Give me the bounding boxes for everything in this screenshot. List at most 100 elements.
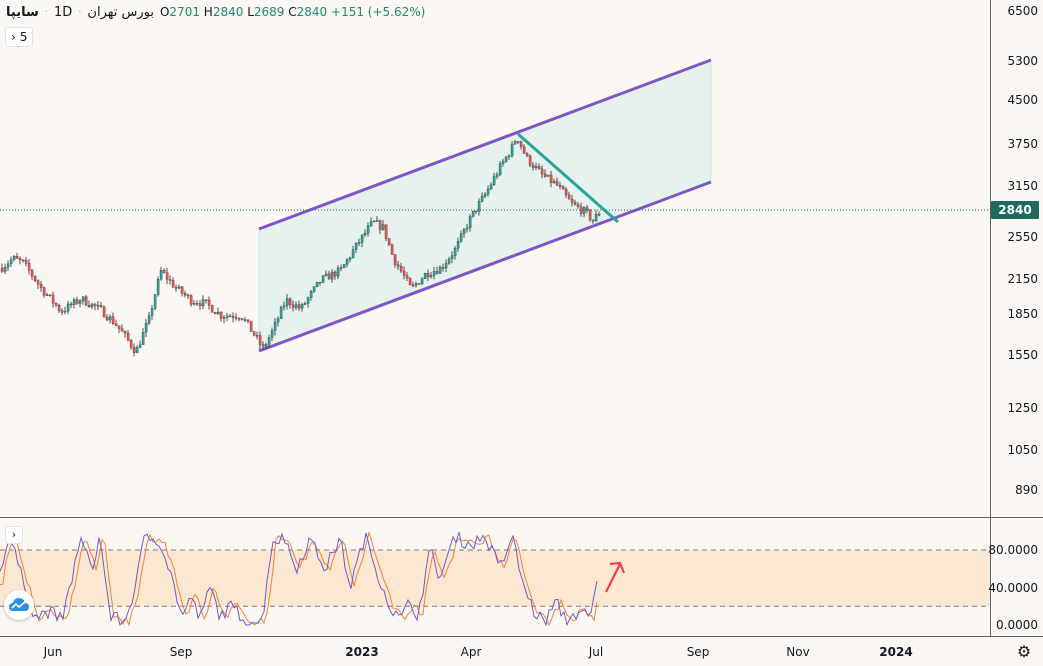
candle-up xyxy=(138,344,142,348)
candle-up xyxy=(153,294,157,309)
candle-up xyxy=(459,233,463,242)
candle-down xyxy=(570,199,574,203)
candle-up xyxy=(429,275,433,278)
candle-up xyxy=(312,286,316,292)
candle-down xyxy=(69,303,73,306)
candle-down xyxy=(558,184,562,187)
candle-down xyxy=(519,141,523,147)
candle-up xyxy=(483,193,487,197)
candle-down xyxy=(411,284,415,287)
candle-down xyxy=(318,281,322,284)
candle-down xyxy=(540,168,544,175)
candle-down xyxy=(114,323,118,326)
candle-up xyxy=(477,201,481,212)
candle-up xyxy=(192,303,196,305)
candle-down xyxy=(195,303,199,305)
candle-up xyxy=(513,141,517,145)
oscillator-axis[interactable]: 80.0000 40.0000 0.0000 xyxy=(988,518,1043,636)
candle-down xyxy=(84,296,88,306)
candle-up xyxy=(498,163,502,175)
price-tick-label: 1050 xyxy=(1007,443,1038,457)
candle-up xyxy=(510,143,514,157)
candle-up xyxy=(201,299,205,307)
last-price-label: 2840 xyxy=(991,201,1039,219)
time-axis[interactable]: Jun Sep 2023 Apr Jul Sep Nov 2024 xyxy=(0,636,1043,666)
candle-down xyxy=(99,305,103,307)
stochastic-oscillator[interactable] xyxy=(0,518,990,636)
candle-up xyxy=(468,216,472,229)
candle-down xyxy=(531,164,535,168)
price-tick-label: 890 xyxy=(1015,483,1038,497)
candle-up xyxy=(147,315,151,324)
candle-down xyxy=(261,344,265,347)
stochastic-pane[interactable] xyxy=(0,518,990,636)
candle-up xyxy=(135,347,139,353)
candle-up xyxy=(78,300,82,304)
indicators-collapse-button[interactable]: › 5 xyxy=(5,27,34,47)
channel-fill xyxy=(259,60,711,351)
candle-down xyxy=(36,280,40,285)
candle-down xyxy=(75,299,79,304)
time-tick-label: Jul xyxy=(588,645,604,659)
candle-down xyxy=(228,315,232,318)
channel-upper-line xyxy=(258,58,712,231)
candle-down xyxy=(168,279,172,281)
price-axis[interactable]: 6500 5300 4500 3750 3150 2550 2150 1850 1550 1250… xyxy=(990,0,1043,517)
tradingview-logo-icon[interactable] xyxy=(4,590,34,620)
candle-down xyxy=(240,318,244,320)
candle-down xyxy=(231,316,235,318)
close-value: 2840 xyxy=(296,5,328,19)
pane-expand-button[interactable]: › xyxy=(5,526,23,544)
candle-down xyxy=(291,304,295,308)
candle-up xyxy=(303,303,307,305)
candle-down xyxy=(597,214,601,216)
candle-down xyxy=(111,316,115,324)
candle-down xyxy=(543,173,547,177)
candle-down xyxy=(474,210,478,213)
exchange-label: بورس تهران xyxy=(87,4,154,20)
candle-down xyxy=(399,266,403,272)
candle-up xyxy=(144,323,148,333)
gear-icon[interactable]: ⚙ xyxy=(1016,641,1032,661)
pane-separator[interactable] xyxy=(0,517,1043,518)
candle-up xyxy=(270,330,274,338)
candle-down xyxy=(405,275,409,279)
candle-down xyxy=(33,276,37,281)
time-tick-label: Nov xyxy=(786,645,810,659)
candle-down xyxy=(198,303,202,307)
candle-down xyxy=(132,346,136,353)
candle-down xyxy=(123,331,127,334)
candle-up xyxy=(315,281,319,287)
candle-up xyxy=(108,316,112,321)
candle-up xyxy=(309,291,313,298)
candle-down xyxy=(39,284,43,288)
candle-up xyxy=(276,318,280,323)
candle-down xyxy=(234,317,238,319)
interval-label[interactable]: 1D xyxy=(53,4,73,20)
candle-up xyxy=(63,310,67,313)
symbol-name[interactable]: سایپا xyxy=(6,4,39,20)
chevron-right-icon: › xyxy=(11,528,17,541)
candle-down xyxy=(528,155,532,166)
candle-down xyxy=(555,181,559,186)
candle-up xyxy=(582,207,586,214)
price-tick-label: 1850 xyxy=(1007,307,1038,321)
candlestick-chart[interactable] xyxy=(0,0,990,517)
candle-down xyxy=(579,206,583,214)
candle-up xyxy=(285,298,289,306)
candle-down xyxy=(174,287,178,289)
candle-down xyxy=(237,318,241,320)
candle-down xyxy=(549,174,553,183)
candle-up xyxy=(471,210,475,217)
candle-up xyxy=(282,305,286,308)
candle-up xyxy=(447,258,451,264)
candle-up xyxy=(369,221,373,227)
candle-up xyxy=(381,224,385,230)
candle-down xyxy=(204,299,208,301)
candle-down xyxy=(21,259,25,262)
candle-down xyxy=(441,267,445,269)
oscillator-band xyxy=(0,550,990,607)
price-chart-pane[interactable] xyxy=(0,0,990,517)
candle-up xyxy=(279,307,283,319)
price-tick-label: 1250 xyxy=(1007,401,1038,415)
